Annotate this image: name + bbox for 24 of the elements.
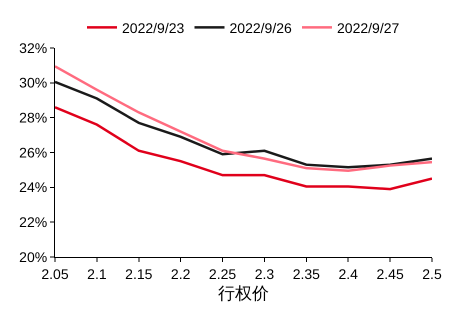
legend-label: 2022/9/26 <box>229 20 292 36</box>
y-tick-label: 22% <box>19 214 48 230</box>
y-tick-label: 26% <box>19 144 48 160</box>
line-series <box>55 106 432 190</box>
line-series <box>55 65 432 172</box>
x-tick-label: 2.2 <box>170 266 191 282</box>
x-tick-label: 2.1 <box>87 266 107 282</box>
y-tick-label: 20% <box>19 248 48 265</box>
y-tick-label: 30% <box>19 74 48 91</box>
x-tick-label: 2.25 <box>208 266 236 282</box>
x-axis-title: 行权价 <box>218 284 269 304</box>
x-tick-label: 2.5 <box>422 266 442 282</box>
line-series <box>55 80 432 169</box>
x-tick-label: 2.45 <box>376 266 404 282</box>
x-tick-label: 2.35 <box>292 266 320 282</box>
x-tick-label: 2.4 <box>338 266 358 282</box>
x-tick-label: 2.15 <box>125 266 153 282</box>
legend-label: 2022/9/23 <box>122 20 184 36</box>
y-tick-label: 28% <box>19 110 48 126</box>
legend-label: 2022/9/27 <box>336 20 400 36</box>
y-tick-label: 32% <box>19 40 48 56</box>
y-tick-label: 24% <box>19 179 48 196</box>
x-tick-label: 2.05 <box>41 266 69 282</box>
x-tick-label: 2.3 <box>254 266 274 282</box>
